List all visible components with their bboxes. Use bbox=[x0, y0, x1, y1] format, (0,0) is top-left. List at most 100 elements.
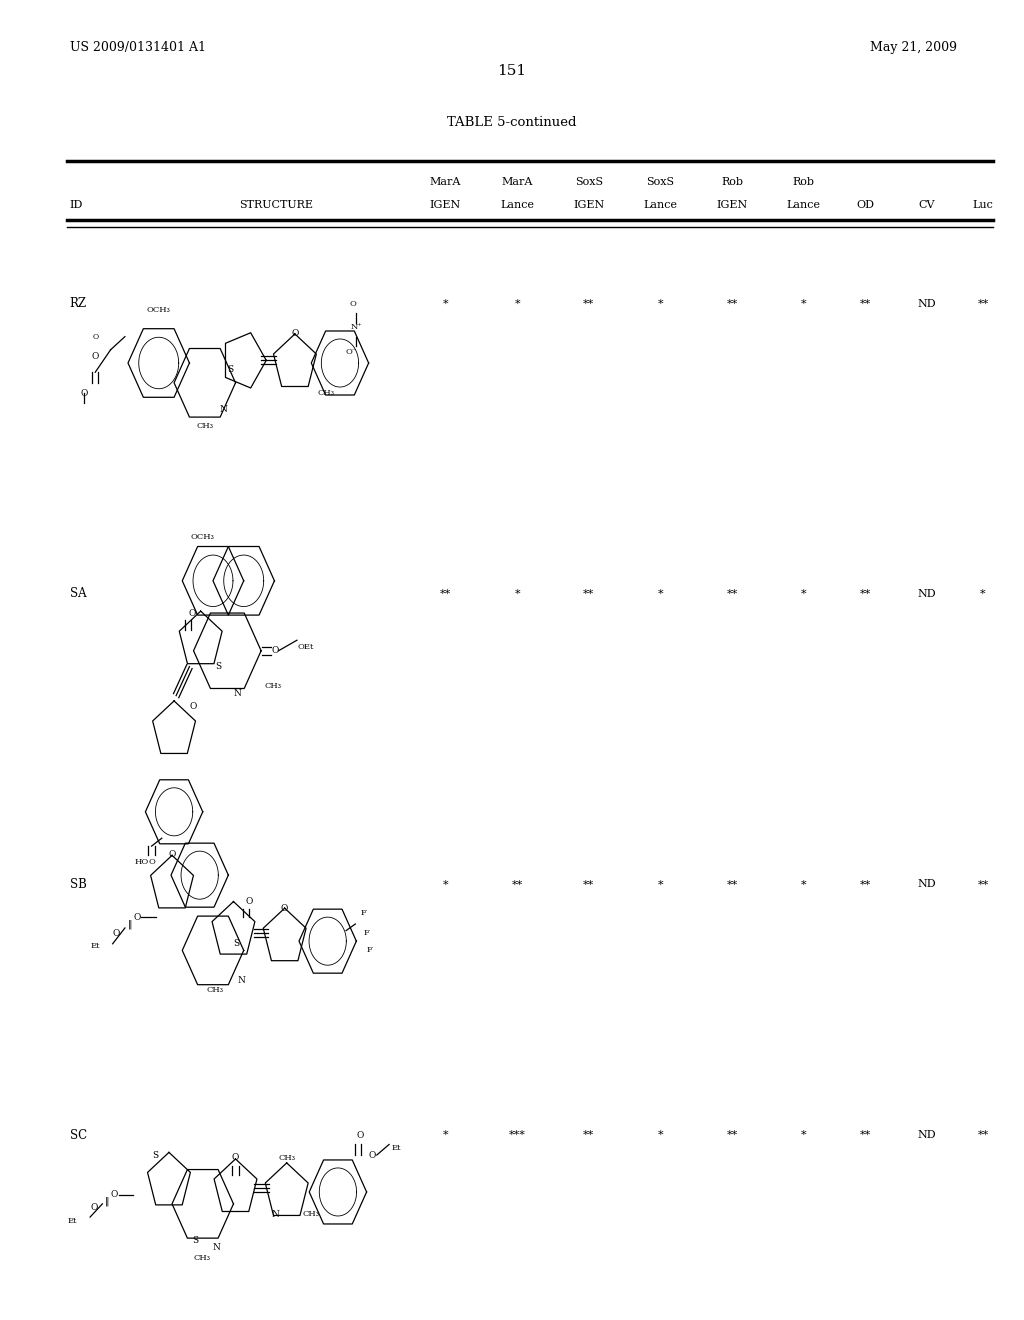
Text: O: O bbox=[133, 913, 140, 921]
Text: S: S bbox=[215, 663, 221, 671]
Text: US 2009/0131401 A1: US 2009/0131401 A1 bbox=[70, 41, 206, 54]
Text: *: * bbox=[657, 1130, 664, 1140]
Text: **: ** bbox=[978, 1130, 988, 1140]
Text: N: N bbox=[233, 689, 242, 697]
Text: CH₃: CH₃ bbox=[197, 422, 213, 430]
Text: O: O bbox=[356, 1131, 364, 1139]
Text: MarA: MarA bbox=[430, 177, 461, 187]
Text: Lance: Lance bbox=[643, 199, 678, 210]
Text: *: * bbox=[657, 879, 664, 890]
Text: May 21, 2009: May 21, 2009 bbox=[870, 41, 957, 54]
Text: F: F bbox=[367, 946, 373, 954]
Text: *: * bbox=[801, 1130, 807, 1140]
Text: N: N bbox=[238, 977, 246, 985]
Text: *: * bbox=[442, 879, 449, 890]
Text: CH₃: CH₃ bbox=[194, 1254, 210, 1262]
Text: CH₃: CH₃ bbox=[264, 682, 282, 690]
Text: **: ** bbox=[860, 1130, 870, 1140]
Text: ‖: ‖ bbox=[104, 1196, 109, 1206]
Text: *: * bbox=[442, 1130, 449, 1140]
Text: O: O bbox=[271, 647, 279, 655]
Text: CH₃: CH₃ bbox=[302, 1210, 319, 1218]
Text: O: O bbox=[90, 1204, 97, 1212]
Text: O: O bbox=[111, 1191, 118, 1199]
Text: S: S bbox=[153, 1151, 159, 1159]
Text: O: O bbox=[369, 1151, 376, 1159]
Text: OCH₃: OCH₃ bbox=[146, 306, 171, 314]
Text: SoxS: SoxS bbox=[574, 177, 603, 187]
Text: **: ** bbox=[584, 1130, 594, 1140]
Text: SoxS: SoxS bbox=[646, 177, 675, 187]
Text: O: O bbox=[92, 333, 98, 341]
Text: **: ** bbox=[978, 298, 988, 309]
Text: S: S bbox=[193, 1237, 199, 1245]
Text: **: ** bbox=[727, 298, 737, 309]
Text: Et: Et bbox=[68, 1217, 77, 1225]
Text: *: * bbox=[801, 589, 807, 599]
Text: **: ** bbox=[584, 879, 594, 890]
Text: O: O bbox=[91, 352, 99, 360]
Text: **: ** bbox=[860, 879, 870, 890]
Text: O: O bbox=[80, 389, 88, 397]
Text: *: * bbox=[801, 879, 807, 890]
Text: O: O bbox=[189, 702, 197, 710]
Text: S: S bbox=[233, 940, 240, 948]
Text: S: S bbox=[227, 366, 233, 374]
Text: *: * bbox=[657, 298, 664, 309]
Text: Rob: Rob bbox=[721, 177, 743, 187]
Text: *: * bbox=[657, 589, 664, 599]
Text: **: ** bbox=[727, 879, 737, 890]
Text: *: * bbox=[514, 589, 520, 599]
Text: N: N bbox=[271, 1210, 280, 1218]
Text: O: O bbox=[281, 904, 289, 912]
Text: ID: ID bbox=[70, 199, 83, 210]
Text: O: O bbox=[246, 898, 253, 906]
Text: **: ** bbox=[860, 298, 870, 309]
Text: F: F bbox=[364, 929, 370, 937]
Text: Et: Et bbox=[391, 1144, 400, 1152]
Text: ***: *** bbox=[509, 1130, 525, 1140]
Text: MarA: MarA bbox=[502, 177, 532, 187]
Text: *: * bbox=[801, 298, 807, 309]
Text: N⁺: N⁺ bbox=[350, 323, 362, 331]
Text: **: ** bbox=[584, 589, 594, 599]
Text: O: O bbox=[291, 330, 299, 338]
Text: Rob: Rob bbox=[793, 177, 815, 187]
Text: N: N bbox=[213, 1243, 221, 1251]
Text: **: ** bbox=[978, 879, 988, 890]
Text: O: O bbox=[188, 610, 196, 618]
Text: ND: ND bbox=[918, 879, 936, 890]
Text: CH₃: CH₃ bbox=[279, 1154, 295, 1162]
Text: **: ** bbox=[512, 879, 522, 890]
Text: SB: SB bbox=[70, 878, 86, 891]
Text: ‖: ‖ bbox=[128, 919, 132, 929]
Text: N: N bbox=[219, 405, 227, 413]
Text: **: ** bbox=[584, 298, 594, 309]
Text: IGEN: IGEN bbox=[430, 199, 461, 210]
Text: **: ** bbox=[860, 589, 870, 599]
Text: O: O bbox=[168, 850, 176, 858]
Text: O⁻: O⁻ bbox=[346, 348, 356, 356]
Text: OEt: OEt bbox=[298, 643, 314, 651]
Text: Lance: Lance bbox=[500, 199, 535, 210]
Text: CH₃: CH₃ bbox=[207, 986, 223, 994]
Text: ND: ND bbox=[918, 1130, 936, 1140]
Text: OCH₃: OCH₃ bbox=[190, 533, 215, 541]
Text: SC: SC bbox=[70, 1129, 87, 1142]
Text: ND: ND bbox=[918, 298, 936, 309]
Text: **: ** bbox=[440, 589, 451, 599]
Text: IGEN: IGEN bbox=[717, 199, 748, 210]
Text: IGEN: IGEN bbox=[573, 199, 604, 210]
Text: *: * bbox=[980, 589, 986, 599]
Text: CV: CV bbox=[919, 199, 935, 210]
Text: Et: Et bbox=[91, 942, 100, 950]
Text: ND: ND bbox=[918, 589, 936, 599]
Text: Luc: Luc bbox=[973, 199, 993, 210]
Text: O: O bbox=[231, 1154, 240, 1162]
Text: SA: SA bbox=[70, 587, 86, 601]
Text: 151: 151 bbox=[498, 65, 526, 78]
Text: STRUCTURE: STRUCTURE bbox=[240, 199, 313, 210]
Text: O: O bbox=[148, 858, 156, 866]
Text: O: O bbox=[350, 300, 356, 308]
Text: Lance: Lance bbox=[786, 199, 821, 210]
